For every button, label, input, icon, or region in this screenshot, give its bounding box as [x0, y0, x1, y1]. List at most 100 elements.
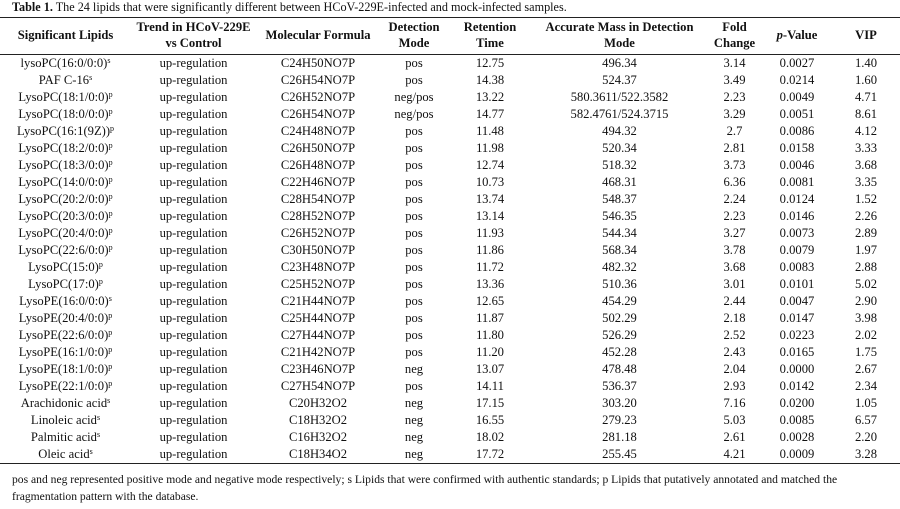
cell-fold: 3.68 — [723, 260, 746, 274]
cell-vip: 6.57 — [854, 413, 878, 427]
lipid-name: Arachidonic acid — [20, 396, 108, 410]
cell-lipid: LysoPE(20:4/0:0)p — [0, 310, 131, 327]
cell-mass: 496.34 — [602, 56, 637, 70]
cell-formula: C18H34O2 — [288, 447, 348, 461]
table-row: LysoPC(18:2/0:0)p up-regulation C26H50NO7P… — [0, 140, 900, 157]
cell-lipid: LysoPC(22:6/0:0)p — [0, 242, 131, 259]
cell-fold: 2.18 — [723, 311, 746, 325]
lipid-name: LysoPC(18:0/0:0) — [18, 107, 109, 121]
lipid-name: Linoleic acid — [30, 413, 97, 427]
cell-p: 0.0079 — [779, 243, 815, 257]
cell-vip: 2.89 — [854, 226, 878, 240]
cell-rt: 13.22 — [475, 90, 505, 104]
cell-rt: 11.48 — [476, 124, 504, 138]
cell-vip: 2.88 — [854, 260, 878, 274]
cell-p: 0.0047 — [779, 294, 815, 308]
cell-lipid: LysoPC(20:2/0:0)p — [0, 191, 131, 208]
cell-vip: 2.26 — [854, 209, 878, 223]
lipid-annotation-mark: s — [96, 430, 101, 439]
cell-mode: neg/pos — [394, 90, 434, 104]
cell-p: 0.0165 — [779, 345, 815, 359]
cell-vip: 4.12 — [854, 124, 878, 138]
cell-formula: C24H48NO7P — [280, 124, 356, 138]
cell-mass: 582.4761/524.3715 — [570, 107, 669, 121]
cell-rt: 13.36 — [475, 277, 505, 291]
cell-mass: 281.18 — [602, 430, 637, 444]
lipid-name: LysoPC(22:6/0:0) — [18, 243, 109, 257]
cell-vip: 1.75 — [854, 345, 878, 359]
cell-lipid: LysoPE(16:1/0:0)p — [0, 344, 131, 361]
cell-formula: C28H54NO7P — [280, 192, 356, 206]
cell-lipid: LysoPC(16:1(9Z))p — [0, 123, 131, 140]
lipid-annotation-mark: p — [98, 277, 103, 286]
lipid-name: Palmitic acid — [30, 430, 97, 444]
cell-lipid: LysoPC(18:3/0:0)p — [0, 157, 131, 174]
cell-fold: 2.44 — [723, 294, 746, 308]
cell-formula: C26H52NO7P — [280, 226, 356, 240]
cell-vip: 8.61 — [854, 107, 878, 121]
cell-trend: up-regulation — [159, 328, 228, 342]
cell-mode: pos — [405, 277, 423, 291]
cell-vip: 3.28 — [854, 447, 878, 461]
lipid-name: LysoPC(20:3/0:0) — [18, 209, 109, 223]
cell-mass: 518.32 — [602, 158, 637, 172]
cell-formula: C23H46NO7P — [280, 362, 356, 376]
cell-formula: C24H50NO7P — [280, 56, 356, 70]
cell-lipid: LysoPC(18:1/0:0)p — [0, 89, 131, 106]
cell-formula: C21H42NO7P — [280, 345, 356, 359]
lipid-annotation-mark: p — [108, 243, 113, 252]
cell-mass: 544.34 — [602, 226, 637, 240]
cell-p: 0.0223 — [779, 328, 815, 342]
cell-mass: 580.3611/522.3582 — [570, 90, 669, 104]
cell-p: 0.0051 — [779, 107, 815, 121]
cell-mass: 303.20 — [602, 396, 637, 410]
cell-fold: 3.78 — [723, 243, 746, 257]
cell-p: 0.0073 — [779, 226, 815, 240]
cell-p: 0.0158 — [779, 141, 815, 155]
cell-fold: 6.36 — [723, 175, 746, 189]
lipid-name: LysoPC(14:0/0:0) — [18, 175, 109, 189]
table-row: LysoPC(16:1(9Z))p up-regulation C24H48NO7P… — [0, 123, 900, 140]
cell-trend: up-regulation — [159, 243, 228, 257]
header-rt: Retention Time — [463, 20, 517, 50]
cell-p: 0.0000 — [779, 362, 815, 376]
cell-lipid: Palmitic acids — [0, 429, 131, 446]
cell-vip: 2.20 — [854, 430, 878, 444]
cell-rt: 13.74 — [475, 192, 505, 206]
table-row: PAF C-16s up-regulation C26H54NO7P pos 14.38… — [0, 72, 900, 89]
cell-fold: 3.29 — [723, 107, 746, 121]
cell-formula: C26H50NO7P — [280, 141, 356, 155]
cell-mode: pos — [405, 56, 423, 70]
lipid-name: LysoPE(16:0/0:0) — [19, 294, 109, 308]
lipid-name: LysoPC(15:0) — [28, 260, 99, 274]
lipid-annotation-mark: p — [108, 328, 113, 337]
cell-fold: 2.43 — [723, 345, 746, 359]
cell-mass: 524.37 — [602, 73, 637, 87]
table-row: LysoPC(18:0/0:0)p up-regulation C26H54NO7P… — [0, 106, 900, 123]
lipid-annotation-mark: p — [108, 226, 113, 235]
lipid-name: LysoPE(18:1/0:0) — [18, 362, 109, 376]
cell-lipid: LysoPE(22:1/0:0)p — [0, 378, 131, 395]
cell-rt: 12.74 — [475, 158, 505, 172]
lipid-annotation-mark: p — [108, 175, 113, 184]
cell-mode: pos — [405, 192, 423, 206]
cell-lipid: LysoPE(18:1/0:0)p — [0, 361, 131, 378]
lipid-annotation-mark: s — [89, 447, 93, 456]
lipid-name: LysoPE(22:6/0:0) — [18, 328, 109, 342]
cell-mode: neg — [404, 447, 424, 461]
cell-p: 0.0146 — [779, 209, 815, 223]
cell-p: 0.0046 — [779, 158, 815, 172]
cell-fold: 5.03 — [723, 413, 746, 427]
cell-mass: 568.34 — [602, 243, 637, 257]
cell-rt: 11.98 — [476, 141, 504, 155]
cell-fold: 2.93 — [723, 379, 746, 393]
table-row: LysoPE(22:6/0:0)p up-regulation C27H44NO7P… — [0, 327, 900, 344]
lipid-annotation-mark: p — [108, 311, 113, 320]
cell-mode: neg — [404, 362, 424, 376]
cell-formula: C21H44NO7P — [280, 294, 356, 308]
header-p-value: p-Value — [762, 18, 832, 55]
table-row: LysoPE(16:0/0:0)s up-regulation C21H44NO7P… — [0, 293, 900, 310]
cell-trend: up-regulation — [159, 362, 228, 376]
cell-p: 0.0124 — [779, 192, 815, 206]
